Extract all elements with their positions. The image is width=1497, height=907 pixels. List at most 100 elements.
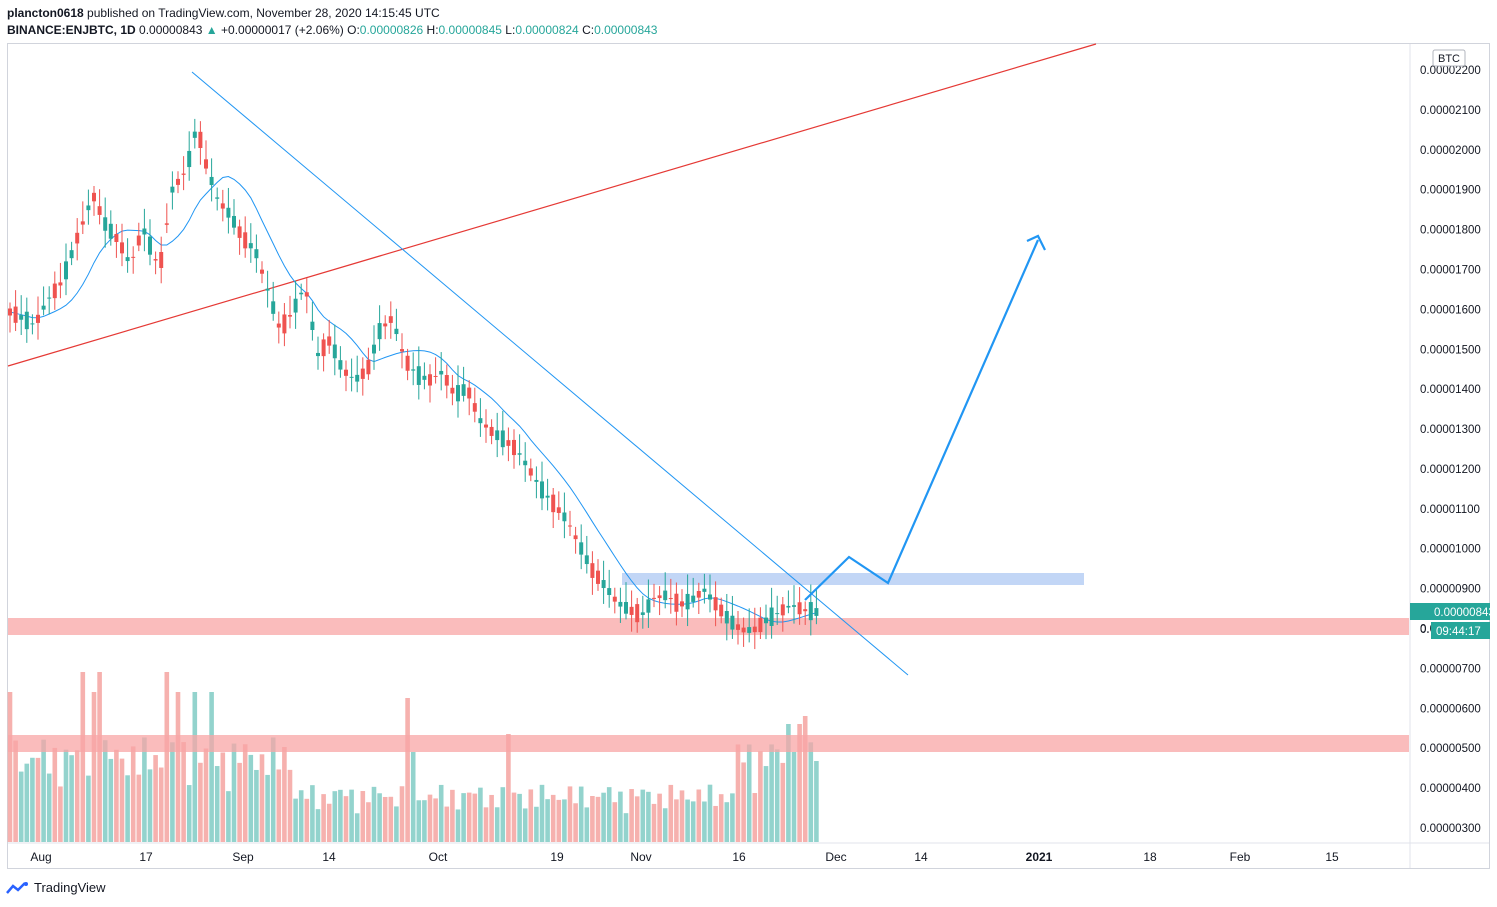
candle-body	[226, 207, 231, 218]
volume-bar	[30, 757, 35, 842]
tradingview-logo[interactable]: TradingView	[6, 880, 106, 895]
candle-body	[58, 282, 63, 286]
volume-bar	[422, 800, 427, 842]
candle-body	[741, 627, 746, 633]
candle-body	[19, 315, 24, 320]
candle-body	[472, 403, 477, 412]
candle-body	[612, 596, 617, 602]
countdown-tag	[1431, 622, 1490, 639]
time-axis-label: Aug	[30, 850, 51, 864]
volume-bar	[58, 786, 63, 842]
candle-body	[758, 617, 763, 633]
volume-bar	[153, 755, 158, 842]
volume-bar	[433, 798, 438, 842]
candle-body	[506, 440, 511, 446]
candle-body	[321, 339, 326, 357]
volume-bar	[657, 793, 662, 842]
time-axis-label: 14	[914, 850, 928, 864]
volume-bar	[136, 774, 142, 842]
projection-path[interactable]	[804, 239, 1040, 601]
volume-bar	[814, 761, 819, 842]
candle-body	[92, 192, 96, 202]
candle-body	[164, 223, 169, 225]
volume-bar	[214, 766, 220, 842]
close-value: 0.00000843	[594, 23, 658, 37]
candle-body	[405, 355, 410, 371]
time-axis-label: Nov	[630, 850, 651, 864]
volume-bar	[259, 754, 265, 842]
resistance-zone[interactable]	[622, 573, 1084, 585]
symbol-label[interactable]: BINANCE:ENJBTC, 1D	[7, 23, 136, 37]
volume-bar	[769, 744, 774, 842]
volume-bar	[237, 762, 242, 842]
volume-bar	[746, 744, 752, 842]
volume-bar	[377, 793, 382, 842]
volume-bar	[674, 799, 679, 842]
candle-body	[299, 292, 304, 295]
last-price: 0.00000843	[139, 23, 203, 37]
volume-bar	[293, 798, 298, 842]
candle-body	[780, 604, 785, 616]
volume-bar	[242, 744, 248, 842]
candle-body	[719, 604, 724, 617]
volume-bar	[405, 698, 410, 842]
candle-body	[349, 376, 354, 378]
volume-bar	[276, 769, 282, 842]
price-axis-label: 0.00000600	[1420, 703, 1481, 715]
candle-body	[428, 374, 432, 386]
volume-bar	[550, 794, 556, 842]
candle-body	[103, 217, 108, 231]
volume-bar	[254, 769, 259, 842]
candle-body	[52, 283, 57, 299]
volume-bar	[511, 792, 517, 842]
volume-bar	[629, 789, 634, 842]
ascending-trendline[interactable]	[7, 43, 1097, 367]
publisher-text: published on TradingView.com, November 2…	[87, 6, 440, 20]
volume-bar	[226, 791, 231, 842]
candle-body	[713, 597, 718, 611]
candle-body	[646, 599, 651, 613]
candle-body	[439, 370, 444, 375]
chart-frame[interactable]	[7, 43, 1490, 869]
price-axis-label: 0.00000300	[1420, 823, 1481, 835]
descending-trendline[interactable]	[191, 71, 909, 676]
time-axis-label: 17	[139, 850, 153, 864]
currency-box[interactable]	[1432, 49, 1466, 67]
candle-body	[601, 580, 606, 589]
candle-body	[590, 563, 595, 578]
candle-body	[624, 602, 628, 614]
volume-bar	[450, 789, 455, 842]
volume-bar	[349, 789, 354, 842]
candle-body	[652, 597, 656, 599]
volume-bar	[690, 801, 696, 842]
candles	[8, 118, 819, 650]
volume-zone[interactable]	[8, 735, 1409, 752]
candle-body	[131, 256, 136, 258]
volume-bar	[24, 763, 30, 842]
publisher-user[interactable]: plancton0618	[7, 6, 84, 20]
candle-body	[797, 602, 802, 615]
candle-body	[484, 424, 488, 428]
support-zone[interactable]	[8, 618, 1409, 635]
volume-bar	[730, 793, 735, 842]
candle-body	[327, 336, 332, 346]
volume-bar	[718, 794, 724, 842]
price-axis-label: 0.00000400	[1420, 783, 1481, 795]
candle-body	[332, 344, 337, 359]
candle-body	[456, 385, 460, 402]
volume-bar	[248, 754, 254, 842]
candle-body	[489, 426, 494, 436]
low-label: L:	[505, 23, 516, 37]
volume-bar	[130, 746, 136, 842]
candle-body	[215, 197, 220, 199]
volume-bar	[114, 749, 119, 842]
candle-body	[573, 535, 578, 540]
volume-bar	[741, 762, 746, 842]
volume-bar	[326, 803, 332, 842]
publish-info: plancton0618 published on TradingView.co…	[7, 6, 440, 20]
candle-body	[372, 344, 376, 354]
candle-body	[394, 328, 399, 335]
candle-body	[209, 176, 214, 186]
volume-bar	[623, 813, 629, 842]
